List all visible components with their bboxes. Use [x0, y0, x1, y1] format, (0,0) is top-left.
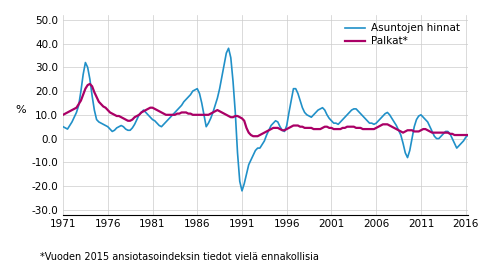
Palkat*	[472, 134, 478, 137]
Palkat*	[87, 82, 93, 86]
Legend: Asuntojen hinnat, Palkat*: Asuntojen hinnat, Palkat*	[341, 20, 463, 50]
Palkat*	[405, 129, 411, 132]
Asuntojen hinnat	[344, 113, 350, 116]
Palkat*	[60, 113, 66, 116]
Asuntojen hinnat	[235, 151, 241, 154]
Palkat*	[250, 135, 256, 138]
Asuntojen hinnat	[472, 132, 478, 135]
Y-axis label: %: %	[15, 105, 26, 115]
Asuntojen hinnat	[226, 47, 232, 50]
Palkat*	[127, 119, 133, 122]
Asuntojen hinnat	[239, 189, 245, 192]
Line: Palkat*: Palkat*	[63, 84, 475, 136]
Asuntojen hinnat	[405, 156, 411, 159]
Asuntojen hinnat	[147, 116, 153, 119]
Asuntojen hinnat	[60, 125, 66, 128]
Line: Asuntojen hinnat: Asuntojen hinnat	[63, 48, 475, 191]
Palkat*	[152, 107, 158, 111]
Asuntojen hinnat	[125, 129, 131, 132]
Text: *Vuoden 2015 ansiotasoindeksin tiedot vielä ennakollisia: *Vuoden 2015 ansiotasoindeksin tiedot vi…	[40, 252, 319, 262]
Palkat*	[150, 106, 156, 109]
Palkat*	[235, 114, 241, 118]
Palkat*	[344, 125, 350, 128]
Asuntojen hinnat	[150, 118, 156, 121]
